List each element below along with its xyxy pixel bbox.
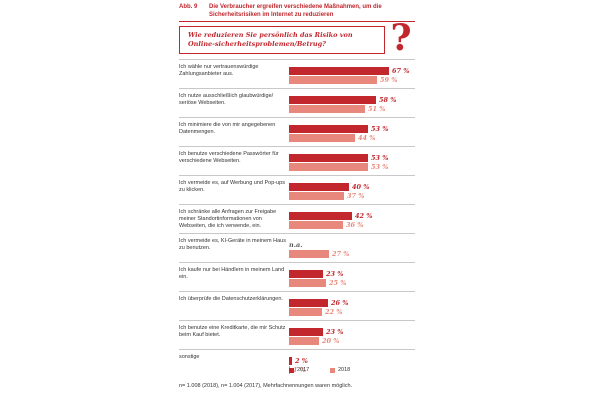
- bar-2018: [289, 134, 355, 142]
- bar-2017: [289, 212, 352, 220]
- row-divider: [179, 262, 415, 263]
- question-box: Wie reduzieren Sie persönlich das Risiko…: [179, 26, 385, 54]
- bar-2018: [289, 163, 368, 171]
- row-divider: [179, 59, 415, 60]
- question-mark-icon: ?: [390, 17, 412, 59]
- value-label-2018: 22 %: [325, 308, 343, 316]
- value-label-2017: 23 %: [326, 328, 344, 336]
- value-label-2017: n.a.: [289, 241, 303, 249]
- value-label-2017: 23 %: [326, 270, 344, 278]
- value-label-2018: 53 %: [371, 163, 389, 171]
- category-label: Ich benutze eine Kreditkarte, die mir Sc…: [179, 325, 286, 338]
- bar-2017: [289, 183, 349, 191]
- header-divider: [179, 21, 415, 22]
- row-divider: [179, 349, 415, 350]
- value-label-2017: 67 %: [392, 67, 410, 75]
- category-label: Ich vermeide es, KI-Geräte in meinem Hau…: [179, 238, 286, 251]
- value-label-2018: 59 %: [380, 76, 398, 84]
- row-divider: [179, 320, 415, 321]
- value-label-2017: 53 %: [371, 125, 389, 133]
- row-divider: [179, 175, 415, 176]
- bar-2018: [289, 105, 365, 113]
- value-label-2018: 25 %: [329, 279, 347, 287]
- bar-2018: [289, 279, 326, 287]
- value-label-2018: 27 %: [332, 250, 350, 258]
- bar-2018: [289, 308, 322, 316]
- value-label-2017: 58 %: [379, 96, 397, 104]
- value-label-2018: 37 %: [347, 192, 365, 200]
- legend-label-2018: 2018: [338, 367, 351, 373]
- row-divider: [179, 233, 415, 234]
- category-label: Ich benutze verschiedene Passwörter für …: [179, 151, 279, 164]
- row-divider: [179, 88, 415, 89]
- value-label-2017: 40 %: [352, 183, 370, 191]
- category-label: Ich schränke alle Anfragen zur Freigabe …: [179, 209, 277, 229]
- legend-swatch-2018: [330, 368, 335, 373]
- value-label-2017: 26 %: [331, 299, 349, 307]
- bar-2018: [289, 221, 343, 229]
- value-label-2017: 2 %: [295, 357, 308, 365]
- value-label-2018: 1 %: [293, 366, 306, 374]
- category-label: Ich nutze ausschließlich glaubwürdige/ s…: [179, 93, 274, 106]
- category-label: Ich kaufe nur bei Händlern in meinem Lan…: [179, 267, 285, 280]
- category-label: Ich wähle nur vertrauenswürdige Zahlungs…: [179, 64, 259, 77]
- legend-swatch-2017: [289, 368, 294, 373]
- value-label-2017: 53 %: [371, 154, 389, 162]
- bar-2018: [289, 337, 319, 345]
- category-label: Ich minimiere die von mir angegebenen Da…: [179, 122, 276, 135]
- bar-2017: [289, 299, 328, 307]
- bar-2017: [289, 96, 376, 104]
- row-divider: [179, 146, 415, 147]
- bar-2017: [289, 270, 323, 278]
- figure-number: Abb. 9: [179, 4, 198, 10]
- bar-2017: [289, 67, 389, 75]
- bar-2018: [289, 192, 344, 200]
- footnote: n= 1.008 (2018), n= 1.004 (2017), Mehrfa…: [179, 383, 353, 389]
- value-label-2018: 44 %: [358, 134, 376, 142]
- row-divider: [179, 291, 415, 292]
- category-label: Ich vermeide es, auf Werbung und Pop-ups…: [179, 180, 285, 193]
- category-label: Ich überprüfe die Datenschutzerklärungen…: [179, 296, 283, 302]
- bar-2018: [289, 76, 377, 84]
- bar-2018: [289, 250, 329, 258]
- legend-label-2017: 2017: [297, 367, 310, 373]
- value-label-2018: 51 %: [368, 105, 386, 113]
- question-text: Wie reduzieren Sie persönlich das Risiko…: [188, 31, 353, 48]
- bar-2017: [289, 154, 368, 162]
- bar-2017: [289, 357, 292, 365]
- bar-2017: [289, 328, 323, 336]
- bar-2017: [289, 125, 368, 133]
- figure-title: Die Verbraucher ergreifen verschiedene M…: [209, 4, 382, 18]
- value-label-2018: 20 %: [322, 337, 340, 345]
- row-divider: [179, 117, 415, 118]
- category-label: sonstige: [179, 354, 200, 360]
- row-divider: [179, 204, 415, 205]
- value-label-2018: 36 %: [346, 221, 364, 229]
- value-label-2017: 42 %: [355, 212, 373, 220]
